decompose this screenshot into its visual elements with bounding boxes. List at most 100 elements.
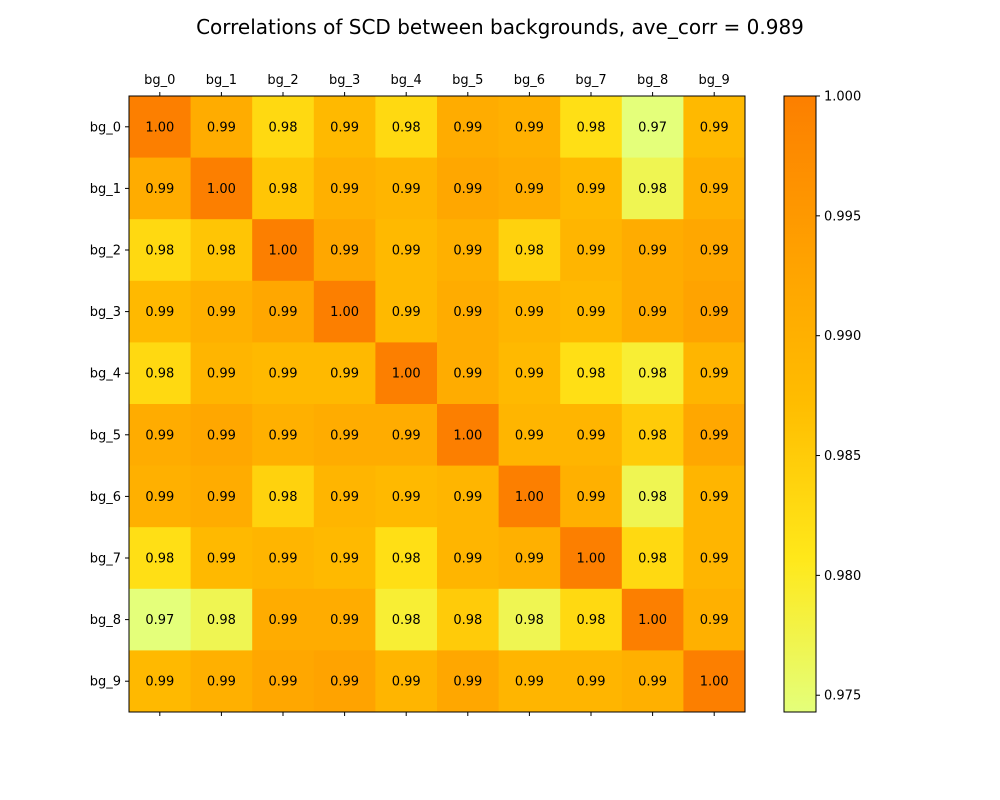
colorbar-tick-label: 1.000	[824, 90, 861, 105]
cell-label: 0.99	[207, 305, 236, 320]
cell-label: 1.00	[330, 305, 359, 320]
cell-label: 0.98	[577, 613, 606, 628]
cell-label: 0.99	[515, 428, 544, 443]
y-tick-label: bg_3	[90, 305, 121, 320]
cell-label: 0.99	[700, 428, 729, 443]
heatmap-cell	[683, 219, 746, 282]
cell-label: 0.97	[638, 120, 667, 135]
heatmap-cell	[560, 96, 623, 159]
heatmap-cell	[437, 588, 500, 651]
cell-label: 0.99	[269, 613, 298, 628]
heatmap-cell	[313, 219, 376, 282]
chart-title: Correlations of SCD between backgrounds,…	[196, 15, 804, 39]
colorbar-bar	[783, 95, 817, 713]
heatmap-cell	[375, 404, 438, 467]
cell-label: 0.99	[453, 120, 482, 135]
cell-label: 1.00	[700, 675, 729, 690]
colorbar: 0.975 0.980 0.985 0.990 0.995 1.000	[783, 90, 861, 713]
heatmap-cell	[190, 96, 253, 159]
heatmap-cell	[437, 280, 500, 343]
heatmap-cell	[621, 157, 684, 220]
heatmap-cell	[129, 342, 192, 405]
heatmap-cell-labels: 1.00 0.99 0.98 0.99 0.98 0.99 0.99 0.98 0.97 0.99…	[145, 120, 728, 689]
heatmap-cell	[190, 650, 253, 713]
cell-label: 0.99	[638, 244, 667, 259]
cell-label: 0.99	[700, 613, 729, 628]
cell-label: 0.99	[700, 244, 729, 259]
cell-label: 0.98	[269, 182, 298, 197]
cell-label: 0.99	[330, 675, 359, 690]
cell-label: 0.99	[515, 367, 544, 382]
heatmap-cell	[621, 280, 684, 343]
cell-label: 0.99	[330, 120, 359, 135]
cell-label: 0.99	[269, 428, 298, 443]
y-tick-label: bg_0	[90, 120, 121, 135]
plot-frame	[128, 95, 746, 713]
heatmap-cell	[129, 157, 192, 220]
x-tick-label: bg_7	[575, 73, 606, 88]
heatmap-cell	[129, 650, 192, 713]
heatmap-cell	[252, 527, 315, 590]
heatmap-cell	[437, 157, 500, 220]
cell-label: 0.99	[515, 675, 544, 690]
heatmap-cell	[437, 465, 500, 528]
colorbar-tick-label: 0.975	[824, 689, 861, 704]
cell-label: 0.99	[577, 490, 606, 505]
heatmap-cell	[375, 219, 438, 282]
heatmap-cell	[498, 219, 561, 282]
heatmap-cell	[313, 342, 376, 405]
y-tick-label: bg_5	[90, 428, 121, 443]
cell-label: 0.99	[453, 244, 482, 259]
heatmap-cell	[621, 404, 684, 467]
cell-label: 0.99	[453, 490, 482, 505]
x-tick-label: bg_6	[514, 73, 545, 88]
heatmap-cell	[313, 404, 376, 467]
heatmap-cell	[560, 465, 623, 528]
heatmap-cell	[498, 404, 561, 467]
cell-label: 0.99	[577, 182, 606, 197]
cell-label: 0.98	[269, 490, 298, 505]
heatmap-cell	[621, 219, 684, 282]
cell-label: 0.99	[515, 120, 544, 135]
heatmap-cell	[498, 465, 561, 528]
cell-label: 1.00	[145, 120, 174, 135]
heatmap-cell	[560, 650, 623, 713]
heatmap-cell	[498, 527, 561, 590]
cell-label: 0.99	[145, 305, 174, 320]
x-tick-label: bg_1	[206, 73, 237, 88]
cell-label: 0.99	[577, 305, 606, 320]
x-axis: bg_0 bg_1 bg_2 bg_3 bg_4 bg_5 bg_6 bg_7 bg_8 bg_9	[144, 73, 730, 716]
heatmap-cell	[190, 465, 253, 528]
cell-label: 0.99	[207, 490, 236, 505]
heatmap-cell	[190, 527, 253, 590]
cell-label: 0.99	[330, 367, 359, 382]
cell-label: 0.99	[330, 552, 359, 567]
heatmap-cell	[683, 342, 746, 405]
cell-label: 0.99	[453, 182, 482, 197]
cell-label: 0.99	[700, 120, 729, 135]
cell-label: 0.99	[700, 305, 729, 320]
heatmap-cell	[129, 588, 192, 651]
heatmap-cell	[498, 650, 561, 713]
cell-label: 0.98	[392, 120, 421, 135]
cell-label: 0.99	[453, 367, 482, 382]
x-tick-label: bg_3	[329, 73, 360, 88]
cell-label: 0.99	[330, 428, 359, 443]
heatmap-cell	[683, 96, 746, 159]
x-tick-label: bg_9	[699, 73, 730, 88]
cell-label: 0.99	[269, 305, 298, 320]
heatmap-cell	[498, 157, 561, 220]
cell-label: 0.99	[453, 305, 482, 320]
cell-label: 0.99	[515, 552, 544, 567]
heatmap-cell	[683, 280, 746, 343]
colorbar-tick-label: 0.990	[824, 329, 861, 344]
y-tick-label: bg_1	[90, 182, 121, 197]
heatmap-cell	[683, 588, 746, 651]
heatmap-cell	[621, 96, 684, 159]
cell-label: 1.00	[269, 244, 298, 259]
heatmap-cell	[621, 342, 684, 405]
cell-label: 1.00	[577, 552, 606, 567]
heatmap-cell	[190, 157, 253, 220]
